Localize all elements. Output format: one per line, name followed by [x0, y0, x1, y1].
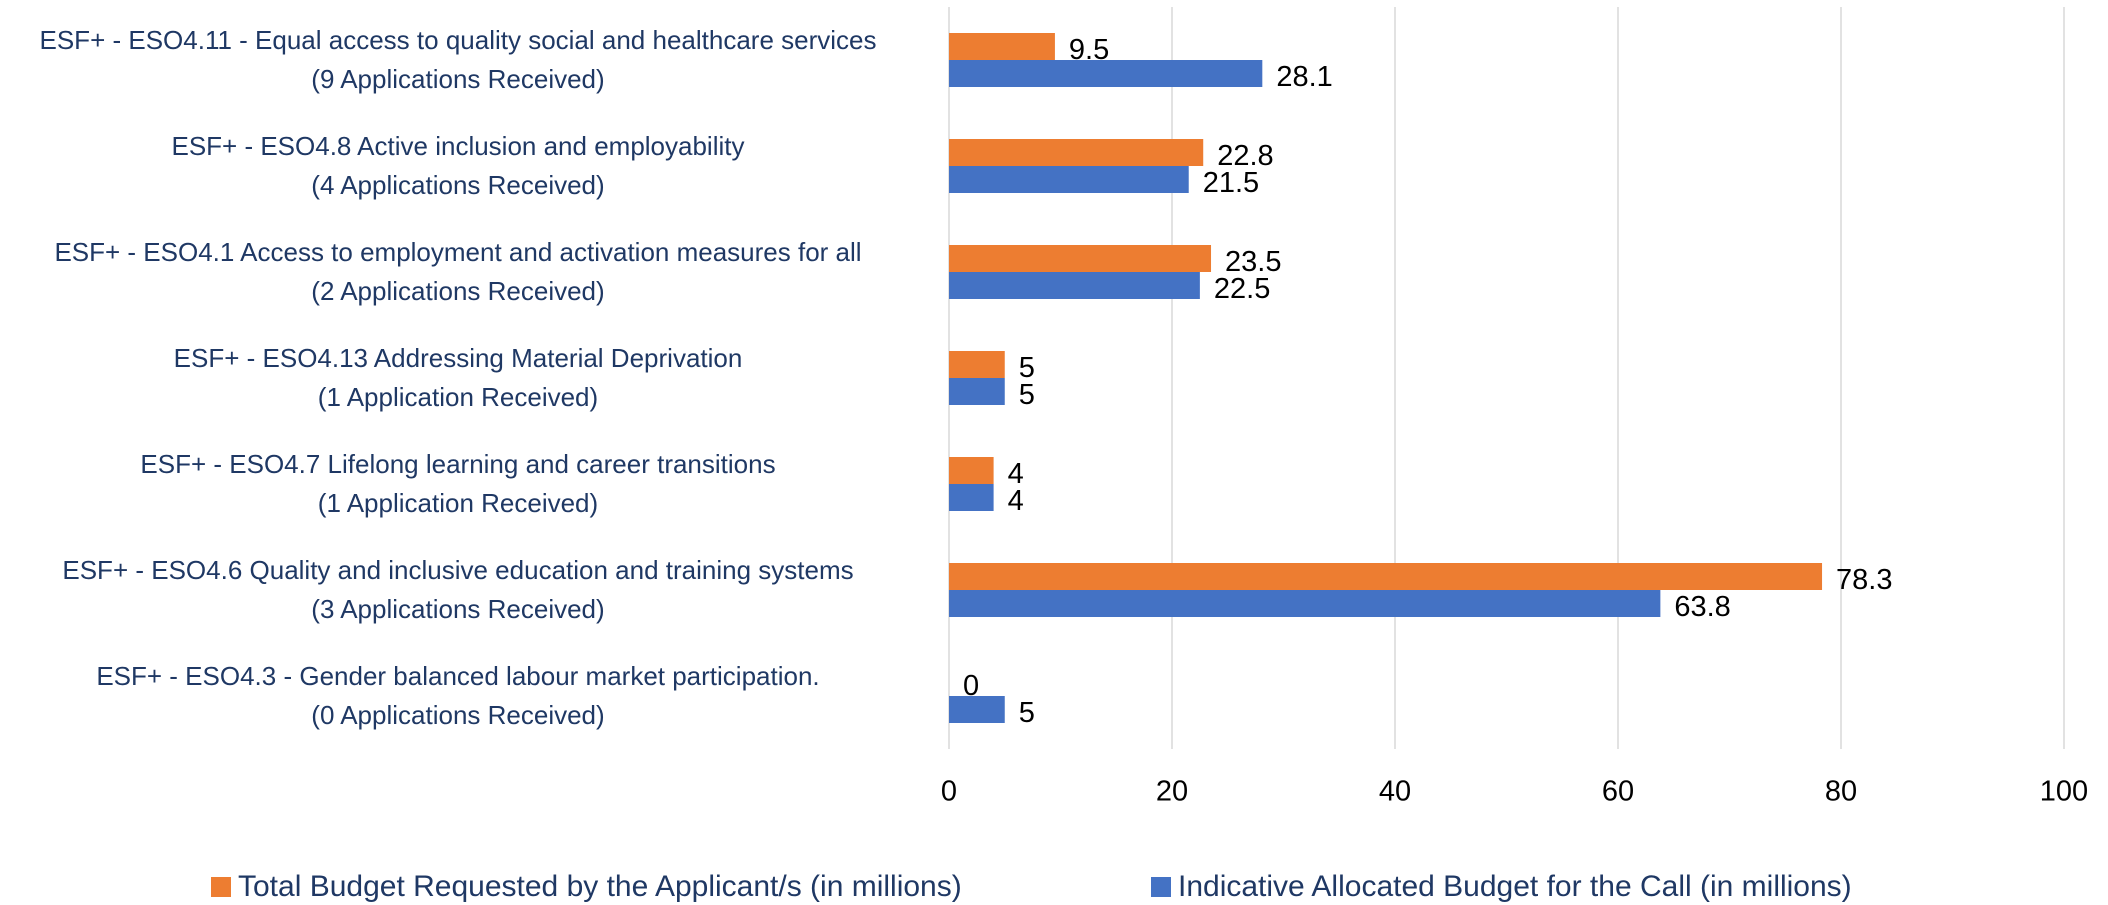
- y-tick-label: ESF+ - ESO4.6 Quality and inclusive educ…: [62, 555, 854, 624]
- bar: [949, 351, 1005, 378]
- bar: [949, 378, 1005, 405]
- bar: [949, 590, 1661, 617]
- y-tick-label: ESF+ - ESO4.8 Active inclusion and emplo…: [171, 131, 745, 200]
- bar: [949, 457, 994, 484]
- bar: [949, 696, 1005, 723]
- data-label: 5: [1019, 352, 1035, 384]
- data-label: 28.1: [1276, 61, 1332, 93]
- data-label: 4: [1008, 485, 1024, 517]
- data-label: 4: [1008, 458, 1024, 490]
- data-label: 63.8: [1674, 591, 1730, 623]
- data-label: 5: [1019, 379, 1035, 411]
- data-label: 78.3: [1836, 564, 1892, 596]
- bar: [949, 33, 1055, 60]
- x-tick-label: 100: [2040, 776, 2088, 808]
- bar: [949, 139, 1204, 166]
- data-label: 22.5: [1214, 273, 1270, 305]
- bar: [949, 60, 1263, 87]
- data-label: 0: [963, 670, 979, 702]
- data-label: 21.5: [1203, 167, 1259, 199]
- data-label: 22.8: [1217, 140, 1273, 172]
- data-label: 23.5: [1225, 246, 1281, 278]
- y-tick-label: ESF+ - ESO4.7 Lifelong learning and care…: [140, 449, 776, 518]
- data-label: 5: [1019, 697, 1035, 729]
- y-tick-label: ESF+ - ESO4.1 Access to employment and a…: [54, 237, 862, 306]
- y-tick-label: ESF+ - ESO4.11 - Equal access to quality…: [39, 25, 877, 94]
- legend-swatch: [211, 877, 231, 897]
- y-tick-label: ESF+ - ESO4.13 Addressing Material Depri…: [173, 343, 743, 412]
- x-tick-label: 20: [1156, 776, 1188, 808]
- legend-label: Total Budget Requested by the Applicant/…: [238, 870, 962, 903]
- x-tick-label: 40: [1379, 776, 1411, 808]
- bar: [949, 245, 1212, 272]
- legend-swatch: [1151, 877, 1171, 897]
- x-tick-label: 60: [1602, 776, 1634, 808]
- bar: [949, 166, 1189, 193]
- bar: [949, 272, 1200, 299]
- bar: [949, 563, 1823, 590]
- x-tick-label: 0: [941, 776, 957, 808]
- legend-label: Indicative Allocated Budget for the Call…: [1178, 870, 1852, 903]
- bar: [949, 484, 994, 511]
- x-tick-label: 80: [1825, 776, 1857, 808]
- y-tick-label: ESF+ - ESO4.3 - Gender balanced labour m…: [96, 661, 820, 730]
